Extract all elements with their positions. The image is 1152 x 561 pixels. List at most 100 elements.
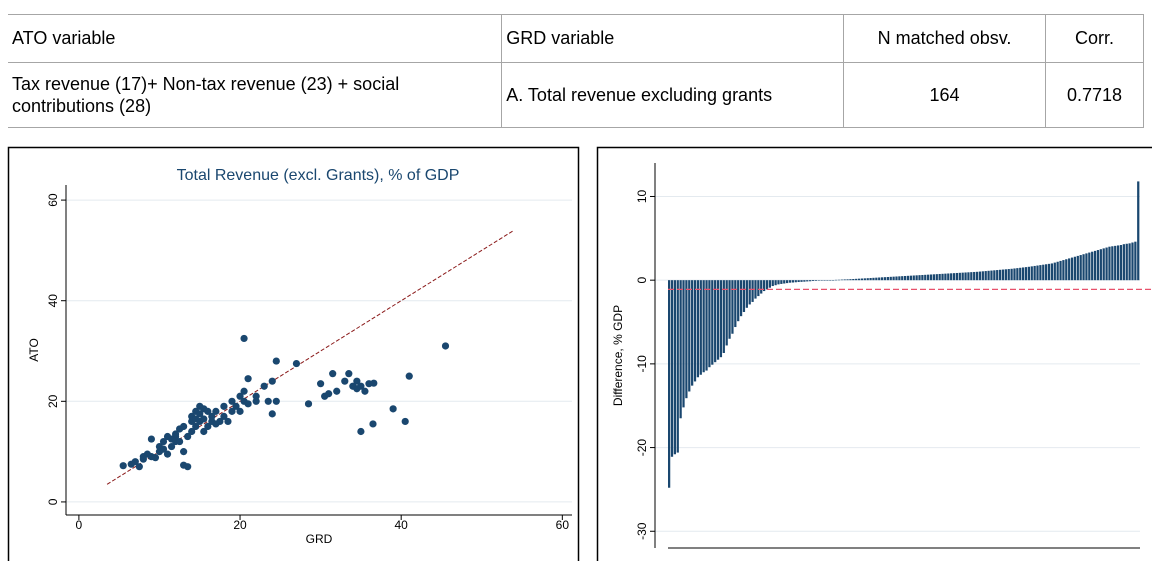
bar: [975, 271, 979, 281]
point: [200, 427, 208, 436]
bar: [1004, 269, 1007, 281]
point: [180, 422, 188, 431]
bar: [918, 275, 921, 281]
bar: [751, 280, 754, 302]
bar: [1039, 265, 1042, 281]
bar: [1001, 269, 1005, 281]
point: [405, 372, 413, 380]
bar: [935, 274, 938, 281]
bar: [1073, 256, 1077, 281]
bar: [883, 277, 887, 281]
bar: [748, 280, 751, 305]
point: [401, 417, 409, 426]
bar: [875, 277, 878, 281]
point: [389, 405, 397, 413]
chart-title: Total Revenue (excl. Grants), % of GDP: [177, 167, 460, 184]
bar: [693, 280, 697, 382]
bar: [958, 272, 961, 281]
point: [329, 370, 337, 378]
bar: [820, 280, 823, 281]
point: [176, 437, 184, 446]
bar: [892, 276, 895, 281]
point: [188, 427, 196, 436]
point: [232, 402, 240, 410]
bar: [731, 280, 734, 334]
bar: [981, 271, 984, 281]
point: [192, 422, 200, 431]
bar: [938, 273, 941, 281]
point: [228, 407, 236, 415]
bar: [1122, 244, 1125, 281]
header-cell: Corr.: [1045, 14, 1144, 63]
bar: [941, 273, 944, 281]
bar: [1022, 267, 1025, 281]
bar: [866, 278, 869, 281]
bar: [725, 280, 728, 346]
point: [353, 377, 361, 385]
bar: [1024, 267, 1028, 281]
y-axis-label: ATO: [27, 338, 41, 362]
bar: [829, 280, 832, 281]
point: [119, 462, 127, 470]
point: [159, 437, 168, 446]
point: [292, 359, 301, 368]
bar: [777, 280, 780, 285]
point: [357, 382, 365, 390]
bar: [929, 274, 933, 281]
point: [192, 415, 200, 423]
bar: [1007, 269, 1010, 281]
bar: [889, 276, 892, 281]
point: [220, 402, 228, 410]
comparison-table: ATO variable GRD variable N matched obsv…: [8, 14, 1144, 128]
bar: [1016, 268, 1019, 281]
bar: [745, 280, 748, 308]
bar: [993, 270, 996, 281]
bar: [921, 274, 924, 281]
bar: [952, 273, 956, 281]
bar: [797, 280, 800, 283]
bar: [878, 277, 881, 281]
bar: [803, 280, 806, 282]
y-tick-label: 0: [46, 498, 60, 505]
bar: [906, 275, 910, 281]
bar: [722, 280, 725, 353]
bar: [973, 271, 976, 281]
bar: [1059, 260, 1062, 281]
point: [135, 463, 143, 471]
bar: [998, 269, 1002, 281]
header-row: ATO variable GRD variable N matched obsv…: [8, 14, 1144, 63]
y-tick-label: -30: [635, 522, 649, 540]
bar: [1053, 262, 1056, 281]
point: [244, 400, 252, 408]
bar: [947, 273, 950, 281]
y-tick-label: -10: [635, 355, 649, 373]
bar: [950, 273, 953, 281]
point: [200, 405, 208, 413]
point: [184, 432, 192, 441]
header-cell: ATO variable: [8, 14, 503, 63]
bar: [1125, 243, 1128, 281]
cell: 0.7718: [1045, 62, 1144, 128]
bar: [1076, 255, 1079, 281]
point: [370, 379, 378, 387]
bar: [791, 280, 795, 283]
bar: [855, 278, 858, 281]
bar: [1070, 257, 1074, 281]
bar: [760, 280, 763, 294]
y-tick-label: 20: [46, 394, 60, 408]
bar: [990, 270, 993, 281]
bar: [880, 277, 884, 281]
point: [244, 375, 252, 383]
bar: [901, 276, 904, 281]
bar: [668, 280, 671, 488]
bar: [961, 272, 964, 281]
y-tick-label: -20: [635, 439, 649, 457]
cell: 164: [843, 62, 1046, 128]
point: [228, 397, 236, 405]
point: [361, 387, 369, 395]
point: [151, 454, 160, 462]
bar: [768, 280, 771, 288]
bar: [679, 280, 682, 419]
